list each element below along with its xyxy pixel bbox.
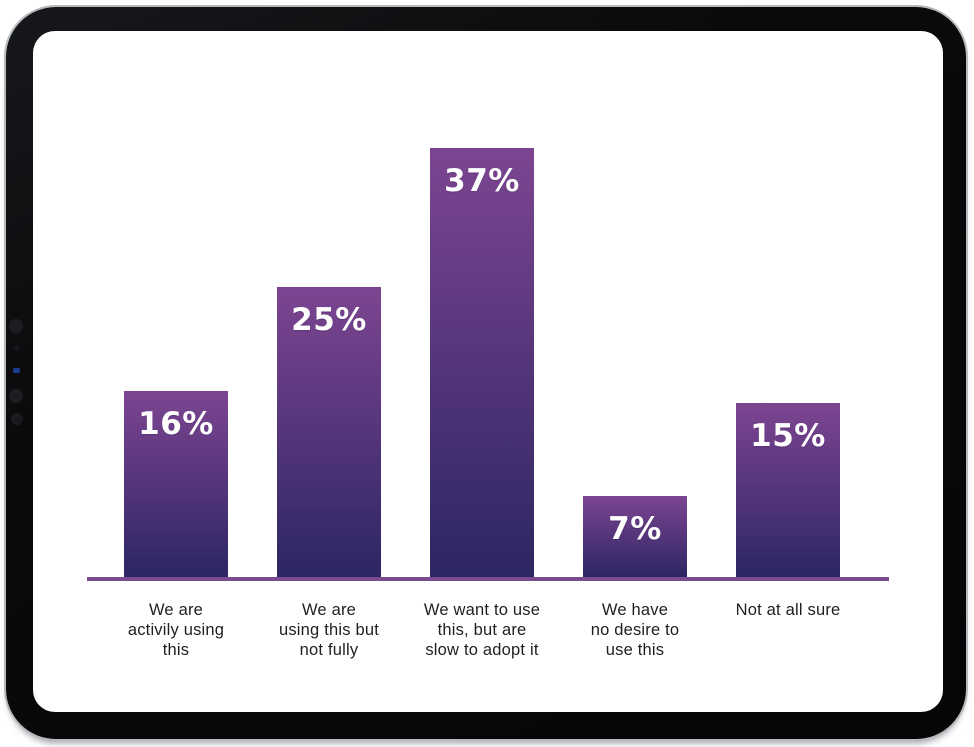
bar-column-1: 16% — [124, 391, 228, 577]
sensor-dot-icon — [14, 345, 19, 350]
bar-value-label: 16% — [138, 406, 214, 442]
bar-column-5: 15% — [736, 403, 840, 577]
category-label-4: We have no desire to use this — [590, 601, 680, 659]
x-axis-line — [87, 577, 889, 581]
tablet-screen: 16% 25% 37% 7% 15% We are activily using… — [33, 31, 943, 712]
bar-value-label: 25% — [291, 302, 367, 338]
tablet-frame: 16% 25% 37% 7% 15% We are activily using… — [6, 7, 966, 739]
bar-value-label: 7% — [608, 511, 662, 547]
category-label-2: We are using this but not fully — [278, 601, 380, 659]
bar-column-3: 37% — [430, 148, 534, 577]
bar-column-4: 7% — [583, 496, 687, 577]
bar-value-label: 15% — [750, 418, 826, 454]
category-label-3: We want to use this, but are slow to ado… — [423, 601, 541, 659]
sensor-led-icon — [13, 368, 20, 373]
category-label-5: Not at all sure — [735, 601, 841, 619]
bar-value-label: 37% — [444, 163, 520, 199]
survey-bar-chart: 16% 25% 37% 7% 15% We are activily using… — [33, 31, 943, 712]
camera-icon — [9, 319, 23, 333]
camera-icon — [9, 389, 23, 403]
category-label-1: We are activily using this — [127, 601, 225, 659]
bar-column-2: 25% — [277, 287, 381, 577]
sensor-dot-icon — [11, 413, 23, 425]
